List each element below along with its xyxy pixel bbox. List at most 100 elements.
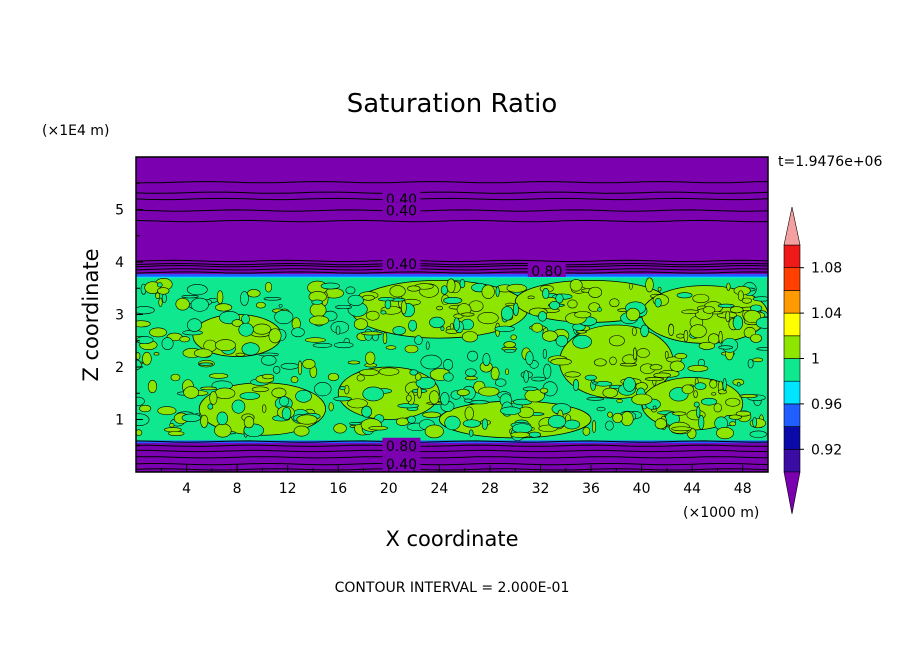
cloud-cell [711, 392, 717, 396]
cloud-cell [328, 402, 334, 412]
cloud-cell [512, 423, 533, 434]
cloud-cell [407, 415, 416, 424]
cloud-cell [467, 350, 479, 362]
cloud-cell [629, 283, 633, 290]
cloud-cell [214, 423, 232, 438]
cloud-cell [722, 378, 727, 392]
cloud-cell [231, 399, 246, 414]
cloud-cell [584, 374, 597, 381]
cloud-cell [671, 426, 693, 432]
cloud-cell [415, 376, 436, 390]
colorbar-over-triangle [783, 206, 801, 246]
cloud-cell [664, 350, 669, 360]
y-tick-label: 1 [115, 413, 124, 429]
cloud-cell [593, 358, 607, 367]
x-tick-label: 8 [233, 481, 242, 497]
cloud-cell [547, 414, 566, 429]
cloud-cell [490, 366, 500, 381]
cloud-cell [397, 403, 419, 409]
cloud-cell [309, 315, 330, 326]
cloud-cell [404, 344, 419, 354]
cloud-cell [261, 404, 267, 413]
cloud-cell [755, 317, 768, 329]
cloud-cell [527, 295, 535, 300]
cloud-cell [633, 347, 637, 361]
cloud-cell [732, 315, 744, 331]
cloud-cell [582, 426, 591, 436]
cloud-cell [752, 357, 764, 363]
cloud-cell [696, 406, 701, 419]
x-axis: 4 8 12 16 20 24 28 32 36 40 44 48 [160, 465, 752, 497]
cloud-cell [333, 342, 354, 349]
cloud-cell [295, 389, 312, 403]
cloud-cell [709, 379, 718, 389]
cloud-cell [157, 287, 170, 295]
cloud-cell [567, 299, 578, 309]
contour-line [136, 262, 768, 266]
cloud-layer [136, 274, 768, 444]
cloud-cell [209, 373, 229, 379]
cloud-cell [478, 386, 500, 397]
contour-label: 0.40 [386, 257, 417, 273]
cloud-cell [453, 317, 460, 331]
contour-label: 0.80 [531, 264, 562, 280]
cloud-cell [555, 293, 564, 304]
y-tick-label: 4 [115, 255, 124, 271]
cloud-cell [692, 293, 710, 304]
cloud-cell [500, 406, 522, 416]
cloud-cell [207, 403, 214, 410]
cloud-cell [737, 290, 744, 301]
cloud-cell [361, 405, 372, 418]
cloud-cell [409, 369, 418, 376]
cloud-cell [389, 285, 406, 298]
contour-line [136, 463, 768, 466]
cloud-cell [420, 354, 442, 370]
cloud-cell [538, 311, 547, 322]
cloud-cell [676, 292, 693, 299]
cloud-cell [636, 348, 650, 358]
cloud-cell [442, 359, 454, 371]
cloud-cell [605, 420, 614, 431]
cloud-cell [136, 306, 155, 315]
cloud-cell [215, 303, 233, 312]
cloud-cell [698, 414, 705, 430]
cloud-cell [200, 414, 209, 428]
x-tick-label: 4 [182, 481, 191, 497]
cloud-cell [609, 356, 617, 366]
cloud-cell [175, 297, 190, 311]
cloud-cell [609, 298, 620, 308]
x-tick-label: 16 [329, 481, 347, 497]
cloud-cell [550, 358, 572, 366]
cloud-cell [586, 397, 605, 401]
cloud-cell [523, 370, 529, 383]
cloud-cell [440, 326, 445, 332]
cloud-cell [446, 278, 456, 293]
colorbar-segment [783, 312, 801, 337]
cloud-cell [669, 360, 685, 372]
contour-label-bg [527, 262, 566, 277]
cloud-cell [477, 312, 499, 325]
contour-line [136, 268, 768, 271]
cloud-cell [698, 341, 716, 350]
cloud-cell [555, 335, 568, 347]
x-tick-label: 36 [582, 481, 600, 497]
contour-label: 0.40 [386, 204, 417, 220]
cloud-cell [139, 404, 152, 413]
cloud-cell [482, 353, 491, 367]
contour-line [136, 440, 768, 443]
cloud-cell [739, 394, 758, 398]
cloud-cell [531, 322, 543, 333]
colorbar-segment [783, 403, 801, 427]
cloud-cell [676, 333, 685, 339]
cloud-cell [513, 302, 519, 317]
cloud-cell [528, 431, 542, 438]
cloud-cell [687, 364, 709, 372]
cloud-cell [747, 358, 754, 369]
contour-line [136, 219, 768, 223]
cloud-cell [721, 337, 738, 353]
cloud-cell [640, 324, 649, 338]
cloud-cell [592, 419, 597, 434]
cloud-cell [444, 415, 461, 431]
cloud-cell [261, 373, 275, 380]
cloud-cell [681, 309, 699, 315]
